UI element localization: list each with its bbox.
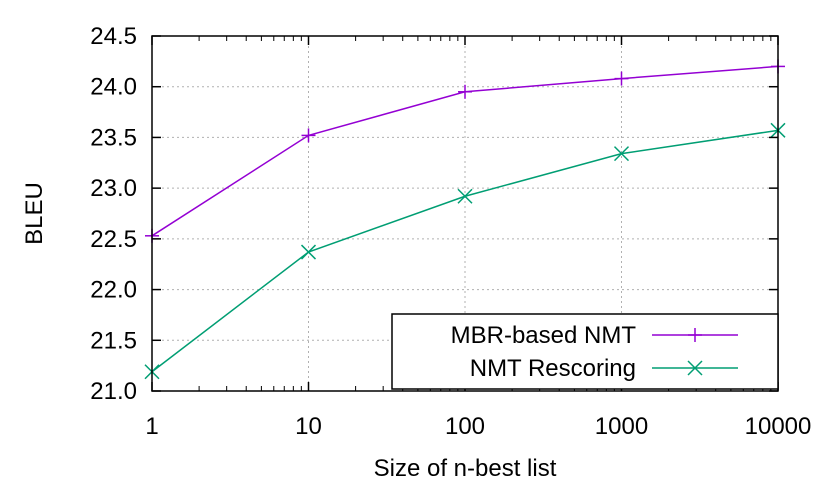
y-axis-title: BLEU <box>21 182 48 245</box>
y-tick-label: 22.0 <box>90 277 137 304</box>
data-point-mbr-based-nmt <box>458 84 472 99</box>
legend-label-nmt-rescoring: NMT Rescoring <box>470 355 636 382</box>
y-tick-label: 22.5 <box>90 226 137 253</box>
x-tick-label: 10000 <box>745 413 812 440</box>
y-tick-label: 23.5 <box>90 124 137 151</box>
x-tick-label: 1000 <box>595 413 648 440</box>
data-point-mbr-based-nmt <box>301 128 316 143</box>
x-tick-label: 10 <box>295 413 322 440</box>
y-tick-label: 24.0 <box>90 74 137 101</box>
data-point-nmt-rescoring <box>613 146 630 162</box>
y-tick-label: 21.5 <box>90 327 137 354</box>
x-axis-title: Size of n-best list <box>374 455 557 482</box>
axis-ticks: 21.0 21.5 22.0 22.5 23.0 23.5 24.0 24.5 1 10 100 10… <box>90 23 811 440</box>
legend: MBR-based NMT NMT Rescoring <box>391 313 779 390</box>
y-tick-label: 24.5 <box>90 23 137 50</box>
x-tick-label: 1 <box>145 413 158 440</box>
legend-label-mbr-based-nmt: MBR-based NMT <box>451 322 637 349</box>
legend-sample-nmt-rescoring <box>652 360 738 376</box>
x-tick-label: 100 <box>445 413 485 440</box>
legend-marker <box>687 360 703 376</box>
data-point-mbr-based-nmt <box>614 71 629 86</box>
legend-sample-mbr-based-nmt <box>652 328 738 342</box>
data-point-nmt-rescoring <box>300 244 317 260</box>
y-tick-label: 23.0 <box>90 175 137 202</box>
data-point-nmt-rescoring <box>457 188 473 204</box>
legend-marker <box>688 328 702 342</box>
y-tick-label: 21.0 <box>90 378 137 405</box>
legend-box <box>391 313 779 390</box>
